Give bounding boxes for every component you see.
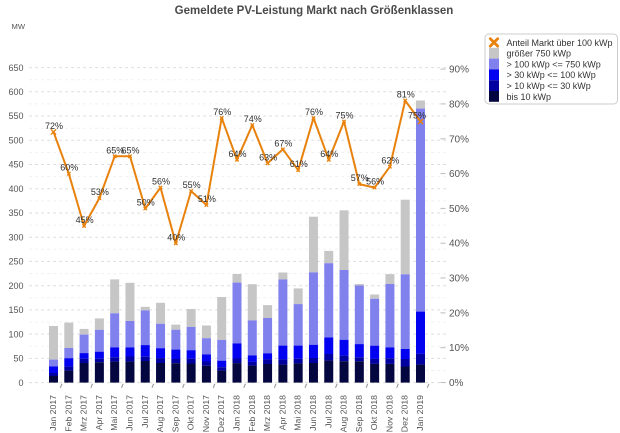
svg-text:90%: 90% (449, 65, 469, 76)
svg-text:Aug 2017: Aug 2017 (155, 395, 165, 432)
svg-text:größer 750 kWp: größer 750 kWp (507, 49, 572, 59)
svg-text:64%: 64% (320, 149, 338, 159)
svg-text:20%: 20% (449, 308, 469, 319)
svg-text:10%: 10% (449, 343, 469, 354)
svg-text:51%: 51% (198, 194, 216, 204)
svg-text:60%: 60% (449, 169, 469, 180)
svg-text:550: 550 (8, 111, 23, 121)
svg-text:67%: 67% (274, 138, 292, 148)
svg-text:> 100 kWp <= 750 kWp: > 100 kWp <= 750 kWp (507, 59, 601, 69)
svg-text:450: 450 (8, 160, 23, 170)
svg-text:Jun 2018: Jun 2018 (308, 395, 318, 431)
svg-text:Jun 2017: Jun 2017 (125, 395, 135, 431)
svg-text:81%: 81% (397, 90, 415, 100)
svg-text:40%: 40% (449, 239, 469, 250)
svg-text:Sep 2018: Sep 2018 (354, 395, 364, 432)
svg-text:Apr 2017: Apr 2017 (94, 395, 104, 430)
svg-text:0: 0 (18, 378, 23, 388)
svg-text:Mai 2017: Mai 2017 (109, 395, 119, 431)
svg-text:40%: 40% (167, 232, 185, 242)
svg-text:250: 250 (8, 257, 23, 267)
svg-text:500: 500 (8, 136, 23, 146)
svg-text:30%: 30% (449, 274, 469, 285)
svg-text:45%: 45% (76, 215, 94, 225)
svg-text:150: 150 (8, 305, 23, 315)
svg-text:Mrz 2018: Mrz 2018 (262, 395, 272, 431)
svg-text:200: 200 (8, 281, 23, 291)
svg-text:Apr 2018: Apr 2018 (277, 395, 287, 430)
svg-text:Okt 2018: Okt 2018 (369, 395, 379, 430)
svg-text:> 30 kWp <= 100 kWp: > 30 kWp <= 100 kWp (507, 70, 596, 80)
svg-text:> 10 kWp <= 30 kWp: > 10 kWp <= 30 kWp (507, 81, 591, 91)
svg-text:55%: 55% (183, 180, 201, 190)
svg-text:75%: 75% (335, 111, 353, 121)
svg-text:64%: 64% (228, 149, 246, 159)
svg-text:56%: 56% (366, 177, 384, 187)
svg-text:Mrz 2017: Mrz 2017 (79, 395, 89, 431)
svg-text:50: 50 (13, 354, 23, 364)
svg-text:76%: 76% (213, 107, 231, 117)
svg-text:Sep 2017: Sep 2017 (170, 395, 180, 432)
svg-text:Dez 2017: Dez 2017 (216, 395, 226, 432)
svg-text:350: 350 (8, 208, 23, 218)
svg-text:Aug 2018: Aug 2018 (339, 395, 349, 432)
svg-text:Feb 2017: Feb 2017 (63, 395, 73, 432)
svg-text:Jan 2017: Jan 2017 (48, 395, 58, 431)
svg-text:400: 400 (8, 184, 23, 194)
svg-text:70%: 70% (449, 134, 469, 145)
svg-text:Anteil Markt über 100 kWp: Anteil Markt über 100 kWp (507, 38, 613, 48)
svg-text:650: 650 (8, 63, 23, 73)
svg-text:Gemeldete PV-Leistung Markt na: Gemeldete PV-Leistung Markt nach Größenk… (175, 5, 454, 17)
svg-text:61%: 61% (290, 159, 308, 169)
svg-text:65%: 65% (121, 145, 139, 155)
svg-text:62%: 62% (381, 156, 399, 166)
svg-text:bis 10 kWp: bis 10 kWp (507, 92, 552, 102)
svg-text:Jan 2018: Jan 2018 (232, 395, 242, 431)
svg-text:74%: 74% (244, 114, 262, 124)
svg-text:60%: 60% (60, 163, 78, 173)
svg-text:75%: 75% (408, 111, 426, 121)
svg-text:63%: 63% (259, 152, 277, 162)
svg-text:600: 600 (8, 87, 23, 97)
svg-text:Okt 2017: Okt 2017 (186, 395, 196, 430)
svg-text:56%: 56% (152, 177, 170, 187)
svg-text:100: 100 (8, 329, 23, 339)
svg-text:53%: 53% (91, 187, 109, 197)
svg-text:0%: 0% (449, 378, 464, 389)
svg-text:50%: 50% (137, 198, 155, 208)
svg-text:76%: 76% (305, 107, 323, 117)
svg-text:Jan 2019: Jan 2019 (415, 395, 425, 431)
svg-text:MW: MW (12, 22, 26, 31)
svg-text:Nov 2018: Nov 2018 (384, 395, 394, 432)
svg-text:65%: 65% (106, 145, 124, 155)
svg-text:Feb 2018: Feb 2018 (247, 395, 257, 432)
svg-text:300: 300 (8, 232, 23, 242)
svg-text:Nov 2017: Nov 2017 (201, 395, 211, 432)
svg-text:Jul 2017: Jul 2017 (140, 395, 150, 428)
svg-text:72%: 72% (45, 121, 63, 131)
svg-text:50%: 50% (449, 204, 469, 215)
svg-text:Mai 2018: Mai 2018 (293, 395, 303, 431)
svg-text:80%: 80% (449, 99, 469, 110)
svg-text:57%: 57% (351, 173, 369, 183)
svg-text:Jul 2018: Jul 2018 (323, 395, 333, 428)
svg-text:Dez 2018: Dez 2018 (400, 395, 410, 432)
